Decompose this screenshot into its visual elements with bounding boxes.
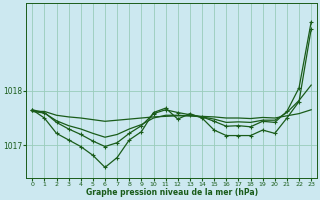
X-axis label: Graphe pression niveau de la mer (hPa): Graphe pression niveau de la mer (hPa) xyxy=(86,188,258,197)
